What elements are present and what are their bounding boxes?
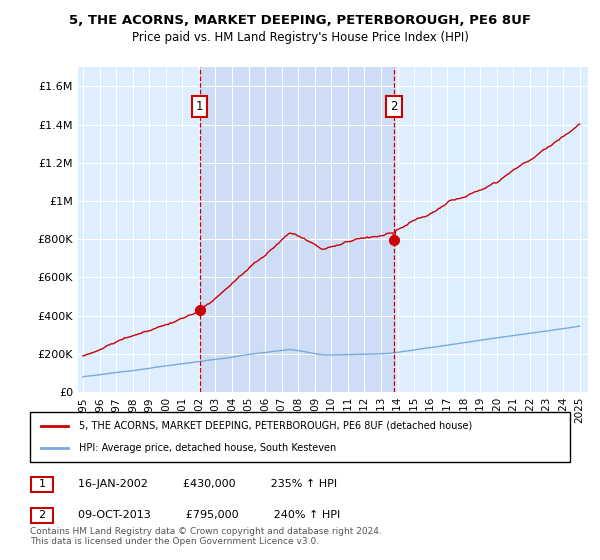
Text: 5, THE ACORNS, MARKET DEEPING, PETERBOROUGH, PE6 8UF (detached house): 5, THE ACORNS, MARKET DEEPING, PETERBORO… xyxy=(79,421,472,431)
Text: 1: 1 xyxy=(196,100,203,113)
Text: 16-JAN-2002          £430,000          235% ↑ HPI: 16-JAN-2002 £430,000 235% ↑ HPI xyxy=(78,479,337,489)
Text: 2: 2 xyxy=(390,100,398,113)
Bar xyxy=(200,67,394,392)
Text: 09-OCT-2013          £795,000          240% ↑ HPI: 09-OCT-2013 £795,000 240% ↑ HPI xyxy=(78,510,340,520)
Text: HPI: Average price, detached house, South Kesteven: HPI: Average price, detached house, Sout… xyxy=(79,443,336,453)
Text: 2: 2 xyxy=(38,510,46,520)
Text: Price paid vs. HM Land Registry's House Price Index (HPI): Price paid vs. HM Land Registry's House … xyxy=(131,31,469,44)
FancyBboxPatch shape xyxy=(31,477,53,492)
Text: 1: 1 xyxy=(38,479,46,489)
Text: 5, THE ACORNS, MARKET DEEPING, PETERBOROUGH, PE6 8UF: 5, THE ACORNS, MARKET DEEPING, PETERBORO… xyxy=(69,14,531,27)
Text: Contains HM Land Registry data © Crown copyright and database right 2024.
This d: Contains HM Land Registry data © Crown c… xyxy=(30,526,382,546)
FancyBboxPatch shape xyxy=(30,412,570,462)
FancyBboxPatch shape xyxy=(31,507,53,523)
